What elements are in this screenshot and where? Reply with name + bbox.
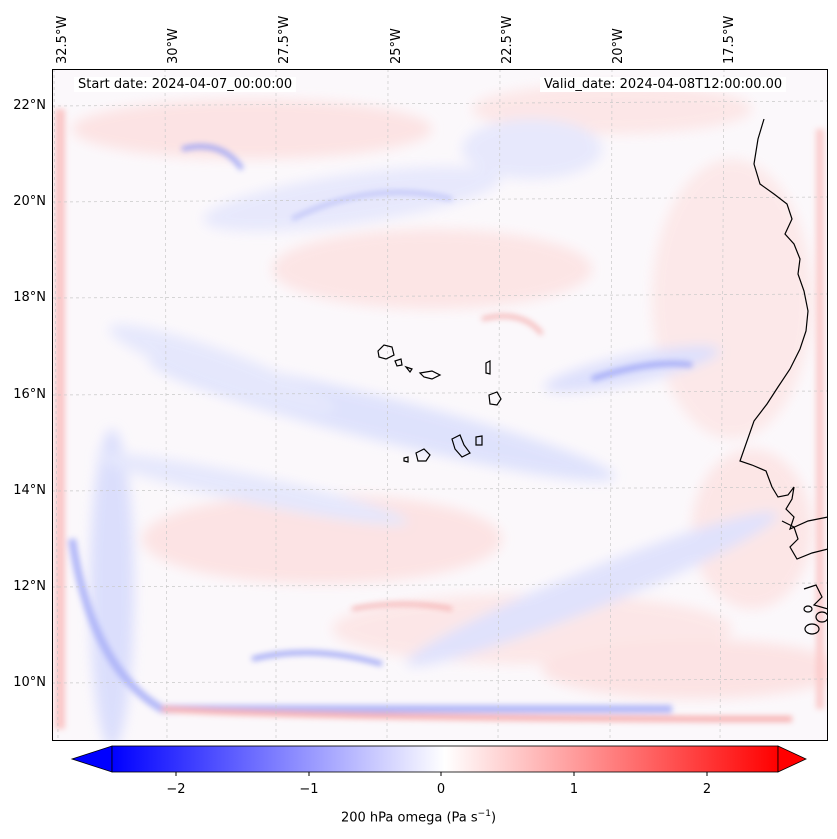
colorbar-tick-marks [175,772,708,776]
valid-date-label: Valid_date: 2024-04-08T12:00:00.00 [540,77,787,92]
colorbar-label-text: 200 hPa omega (Pa s [340,810,478,826]
lon-tick-30w: 30°W [166,28,181,64]
colorbar-tick-neg1: −1 [299,782,319,797]
colorbar-label-exponent: −1 [477,809,491,819]
map-frame [52,69,828,741]
colorbar-ramp [111,745,779,773]
map-panel [52,69,828,741]
sao-nicolau-island [418,370,442,380]
lat-tick-12n: 12°N [13,579,46,594]
colorbar-extend-max [777,745,807,773]
gambia-coast [781,520,828,560]
lon-tick-27-5w: 27.5°W [277,15,292,64]
lat-tick-18n: 18°N [13,290,46,305]
boa-vista-island [488,391,502,406]
lat-tick-14n: 14°N [13,483,46,498]
santiago-island [451,434,471,458]
sao-vicente-island [394,358,403,367]
sal-island [485,360,491,375]
maio-island [475,435,483,446]
lat-tick-20n: 20°N [13,194,46,209]
colorbar-tick-1: 1 [569,782,579,797]
colorbar-label-end: ) [490,810,497,826]
colorbar [70,745,807,776]
lat-tick-10n: 10°N [13,675,46,690]
coastlines [739,118,828,635]
lat-tick-22n: 22°N [13,98,46,113]
omega-field [72,84,828,741]
colorbar-tick-0: 0 [436,782,446,797]
lon-tick-20w: 20°W [611,28,626,64]
brava-island [403,456,409,463]
santa-luzia-island [404,365,413,374]
colorbar-label: 200 hPa omega (Pa s−1) [0,809,837,825]
colorbar-tick-2: 2 [702,782,712,797]
lon-tick-17-5w: 17.5°W [722,15,737,64]
lon-tick-25w: 25°W [389,28,404,64]
fogo-island [415,448,431,462]
colorbar-tick-neg2: −2 [166,782,186,797]
gridlines [52,69,828,741]
cabo-verde-islands [377,344,502,463]
lon-tick-22-5w: 22.5°W [500,15,515,64]
lon-tick-32-5w: 32.5°W [55,15,70,64]
lat-tick-16n: 16°N [13,387,46,402]
bissagos-coast [803,584,828,610]
santo-antao-island [377,344,395,360]
africa-coastline [739,118,828,531]
start-date-label: Start date: 2024-04-07_00:00:00 [74,77,297,92]
colorbar-extend-min [70,745,113,773]
